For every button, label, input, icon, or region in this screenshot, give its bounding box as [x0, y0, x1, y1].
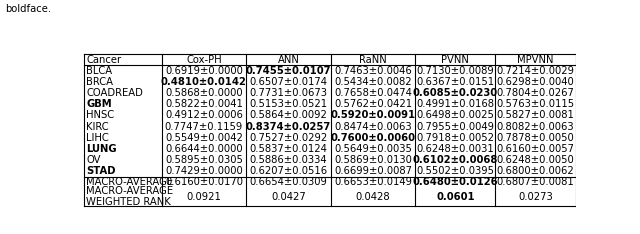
Text: ANN: ANN: [278, 55, 300, 65]
Text: STAD: STAD: [86, 166, 116, 176]
Text: 0.7214±0.0029: 0.7214±0.0029: [497, 66, 575, 76]
Text: 0.7527±0.0292: 0.7527±0.0292: [250, 133, 328, 143]
Text: 0.7658±0.0474: 0.7658±0.0474: [334, 88, 412, 98]
Text: 0.5762±0.0421: 0.5762±0.0421: [334, 99, 412, 109]
Text: 0.6919±0.0000: 0.6919±0.0000: [165, 66, 243, 76]
Text: LIHC: LIHC: [86, 133, 109, 143]
Text: 0.7918±0.0052: 0.7918±0.0052: [417, 133, 494, 143]
Text: 0.5434±0.0082: 0.5434±0.0082: [334, 77, 412, 87]
Text: MACRO-AVERAGE
WEIGHTED RANK: MACRO-AVERAGE WEIGHTED RANK: [86, 186, 173, 208]
Text: 0.6807±0.0081: 0.6807±0.0081: [497, 177, 574, 187]
Text: 0.5649±0.0035: 0.5649±0.0035: [334, 144, 412, 154]
Text: MPVNN: MPVNN: [517, 55, 554, 65]
Text: HNSC: HNSC: [86, 110, 115, 121]
Text: 0.7747±0.1159: 0.7747±0.1159: [164, 121, 243, 132]
Text: 0.0427: 0.0427: [271, 192, 306, 202]
Text: boldface.: boldface.: [5, 4, 51, 14]
Text: 0.6507±0.0174: 0.6507±0.0174: [250, 77, 328, 87]
Text: 0.7463±0.0046: 0.7463±0.0046: [334, 66, 412, 76]
Text: 0.5869±0.0130: 0.5869±0.0130: [334, 155, 412, 165]
Text: 0.5502±0.0395: 0.5502±0.0395: [417, 166, 494, 176]
Text: COADREAD: COADREAD: [86, 88, 143, 98]
Text: Cancer: Cancer: [86, 55, 122, 65]
Text: 0.5827±0.0081: 0.5827±0.0081: [497, 110, 574, 121]
Text: GBM: GBM: [86, 99, 112, 109]
Text: 0.6800±0.0062: 0.6800±0.0062: [497, 166, 574, 176]
Text: 0.5822±0.0041: 0.5822±0.0041: [165, 99, 243, 109]
Text: 0.6653±0.0149: 0.6653±0.0149: [334, 177, 412, 187]
Text: 0.6498±0.0025: 0.6498±0.0025: [417, 110, 494, 121]
Text: 0.5837±0.0124: 0.5837±0.0124: [250, 144, 328, 154]
Text: 0.6699±0.0087: 0.6699±0.0087: [334, 166, 412, 176]
Text: 0.0601: 0.0601: [436, 192, 475, 202]
Text: OV: OV: [86, 155, 101, 165]
Text: 0.5864±0.0092: 0.5864±0.0092: [250, 110, 328, 121]
Text: 0.7955±0.0049: 0.7955±0.0049: [417, 121, 494, 132]
Text: 0.5549±0.0042: 0.5549±0.0042: [165, 133, 243, 143]
Text: 0.6085±0.0230: 0.6085±0.0230: [413, 88, 498, 98]
Text: 0.6102±0.0068: 0.6102±0.0068: [413, 155, 498, 165]
Text: 0.0428: 0.0428: [356, 192, 390, 202]
Text: 0.7878±0.0050: 0.7878±0.0050: [497, 133, 574, 143]
Text: 0.8374±0.0257: 0.8374±0.0257: [246, 121, 331, 132]
Text: BRCA: BRCA: [86, 77, 113, 87]
Text: 0.6248±0.0050: 0.6248±0.0050: [497, 155, 574, 165]
Text: 0.5920±0.0091: 0.5920±0.0091: [330, 110, 415, 121]
Text: 0.6160±0.0170: 0.6160±0.0170: [165, 177, 243, 187]
Text: 0.6654±0.0309: 0.6654±0.0309: [250, 177, 328, 187]
Text: BLCA: BLCA: [86, 66, 113, 76]
Text: 0.6367±0.0151: 0.6367±0.0151: [416, 77, 494, 87]
Text: 0.5763±0.0115: 0.5763±0.0115: [497, 99, 575, 109]
Text: PVNN: PVNN: [442, 55, 469, 65]
Text: 0.4810±0.0142: 0.4810±0.0142: [161, 77, 247, 87]
Text: 0.8474±0.0063: 0.8474±0.0063: [334, 121, 412, 132]
Text: 0.7130±0.0089: 0.7130±0.0089: [417, 66, 494, 76]
Text: 0.0273: 0.0273: [518, 192, 553, 202]
Text: 0.7455±0.0107: 0.7455±0.0107: [246, 66, 331, 76]
Text: 0.7804±0.0267: 0.7804±0.0267: [497, 88, 574, 98]
Text: 0.5886±0.0334: 0.5886±0.0334: [250, 155, 327, 165]
Text: 0.7731±0.0673: 0.7731±0.0673: [250, 88, 328, 98]
Text: MACRO-AVERAGE: MACRO-AVERAGE: [86, 177, 173, 187]
Text: KIRC: KIRC: [86, 121, 109, 132]
Text: 0.7600±0.0060: 0.7600±0.0060: [330, 133, 415, 143]
Text: 0.4991±0.0168: 0.4991±0.0168: [417, 99, 494, 109]
Text: 0.6644±0.0000: 0.6644±0.0000: [165, 144, 243, 154]
Text: Cox-PH: Cox-PH: [186, 55, 221, 65]
Text: 0.5153±0.0521: 0.5153±0.0521: [250, 99, 328, 109]
Text: 0.7429±0.0000: 0.7429±0.0000: [165, 166, 243, 176]
Text: 0.4912±0.0006: 0.4912±0.0006: [165, 110, 243, 121]
Text: 0.6248±0.0031: 0.6248±0.0031: [417, 144, 494, 154]
Text: 0.6207±0.0516: 0.6207±0.0516: [250, 166, 328, 176]
Text: 0.5868±0.0000: 0.5868±0.0000: [165, 88, 243, 98]
Text: 0.5895±0.0305: 0.5895±0.0305: [165, 155, 243, 165]
Text: 0.8082±0.0063: 0.8082±0.0063: [497, 121, 574, 132]
Text: LUNG: LUNG: [86, 144, 117, 154]
Text: RaNN: RaNN: [359, 55, 387, 65]
Text: 0.6480±0.0126: 0.6480±0.0126: [413, 177, 498, 187]
Text: 0.0921: 0.0921: [186, 192, 221, 202]
Text: 0.6160±0.0057: 0.6160±0.0057: [497, 144, 575, 154]
Text: 0.6298±0.0040: 0.6298±0.0040: [497, 77, 574, 87]
